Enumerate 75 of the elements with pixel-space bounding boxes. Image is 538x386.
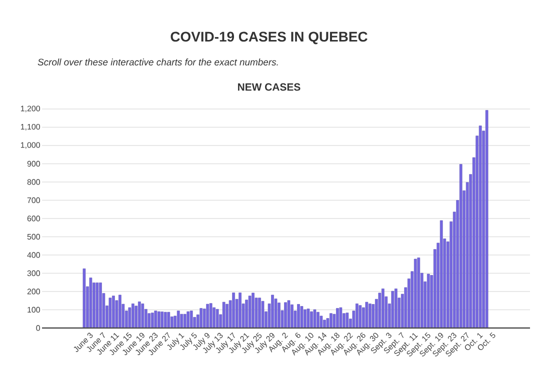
bar [323, 320, 326, 328]
bar [226, 304, 228, 328]
bar [485, 110, 488, 328]
bar [258, 298, 261, 328]
bar [108, 298, 112, 328]
bar [414, 258, 417, 328]
bar [478, 126, 482, 328]
bar [89, 278, 92, 328]
bar [368, 304, 372, 328]
bar [216, 309, 219, 328]
bar [274, 298, 278, 328]
bar [206, 304, 209, 328]
bar [313, 309, 316, 328]
bar [222, 302, 226, 328]
bar [248, 296, 252, 328]
bar [118, 294, 122, 328]
bar [394, 288, 398, 328]
bar [82, 268, 86, 328]
bar [316, 312, 320, 328]
bar [183, 314, 186, 328]
bar [300, 306, 304, 328]
bar [336, 308, 339, 328]
bar [306, 308, 310, 328]
bar [141, 304, 144, 328]
bar [157, 311, 160, 328]
bar [290, 304, 294, 328]
bar [176, 310, 180, 328]
bar [378, 292, 382, 328]
bar [339, 307, 342, 328]
bar [200, 308, 203, 328]
chart-subtitle: Scroll over these interactive charts for the exact numbers. [38, 58, 278, 66]
bar [132, 304, 134, 328]
bar [459, 164, 462, 328]
chart-title: COVID-19 CASES IN QUEBEC [170, 32, 368, 44]
bar [190, 310, 193, 328]
bar [138, 302, 141, 328]
bar [212, 307, 216, 328]
bar [252, 292, 254, 328]
bar [238, 292, 242, 328]
bar [232, 292, 235, 328]
bar [112, 296, 115, 328]
bar [391, 290, 394, 328]
bar [148, 313, 151, 328]
bar [356, 304, 358, 328]
bar [346, 312, 349, 328]
bar [417, 258, 420, 328]
bar [261, 301, 264, 328]
bar [134, 306, 138, 328]
bar [186, 311, 190, 328]
bar [278, 302, 280, 328]
bar [330, 313, 332, 328]
bar [180, 314, 184, 328]
bar [320, 316, 323, 328]
bar [287, 300, 290, 328]
bar [209, 303, 212, 328]
bar [426, 274, 430, 328]
bar [99, 282, 102, 328]
bar [310, 311, 313, 328]
bar [440, 220, 443, 328]
bar [245, 300, 248, 328]
bar [284, 302, 287, 328]
bar [358, 305, 362, 328]
bar [365, 302, 368, 328]
bar [151, 312, 154, 328]
bar [96, 282, 99, 328]
bar [297, 304, 300, 328]
text: NEW CASES [238, 83, 300, 91]
bar [271, 294, 274, 328]
bar [160, 312, 164, 328]
bar [167, 312, 170, 328]
bar [128, 307, 132, 328]
bar [164, 312, 167, 328]
bar [382, 288, 384, 328]
bar [154, 310, 158, 328]
bar [304, 309, 306, 328]
